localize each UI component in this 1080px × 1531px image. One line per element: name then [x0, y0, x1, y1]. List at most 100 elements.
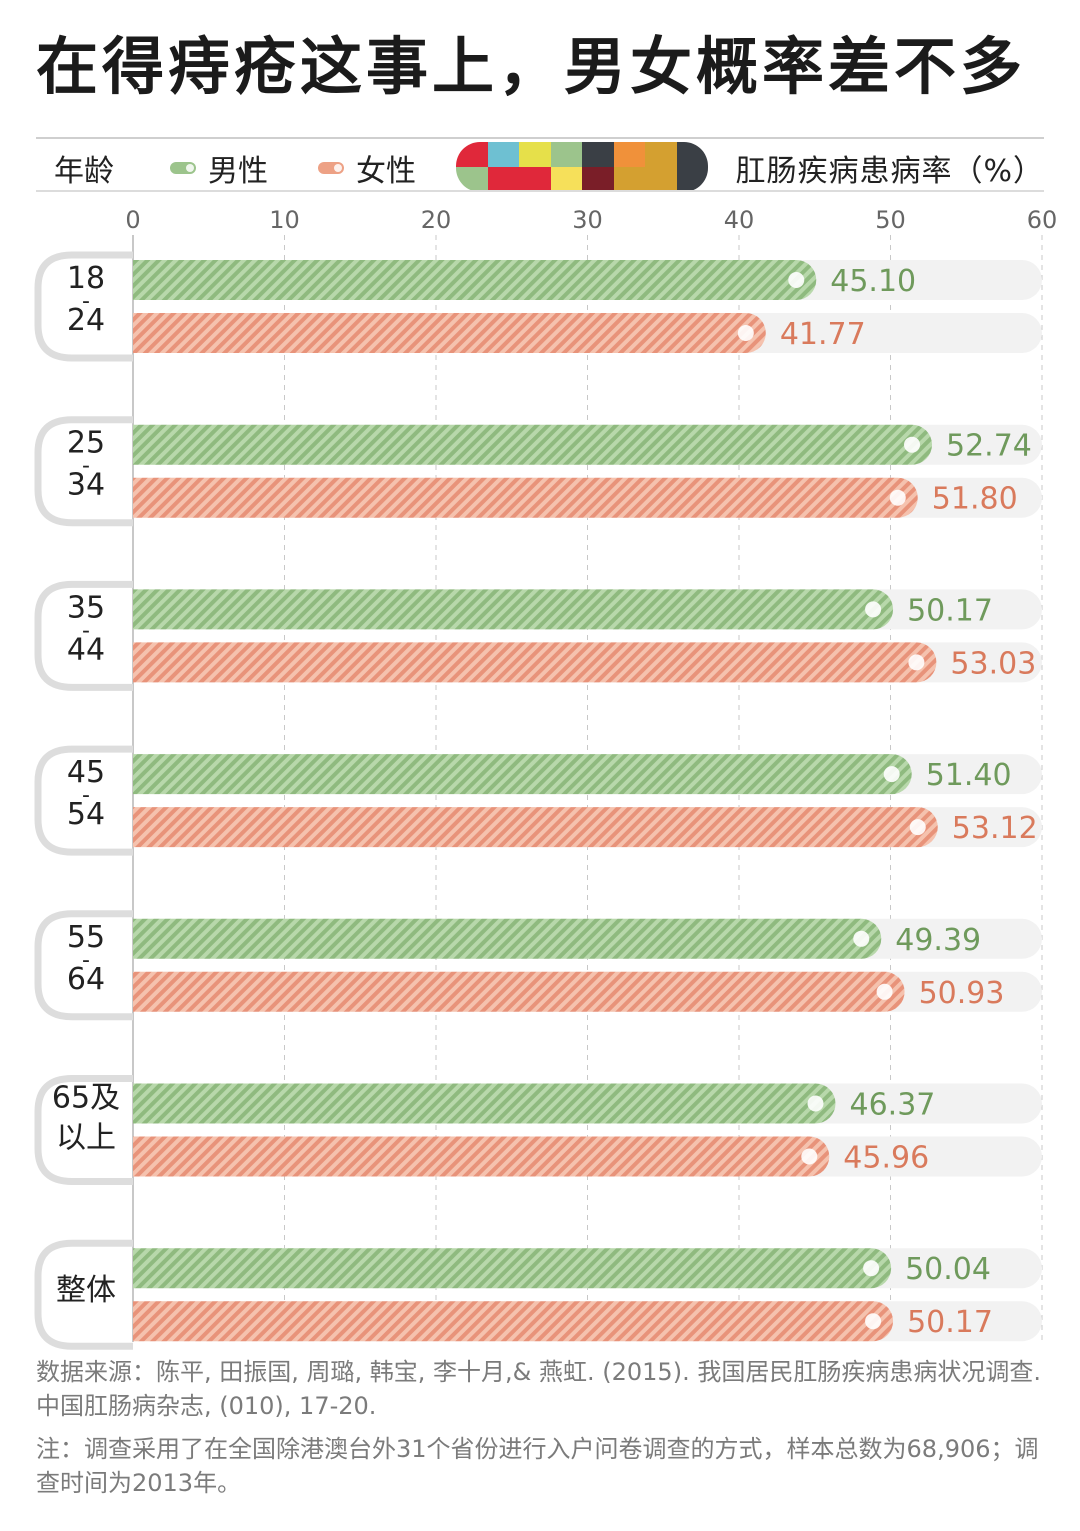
data-source-text: 数据来源：陈平, 田振国, 周璐, 韩宝, 李十月,& 燕虹. (2015). … [36, 1358, 1041, 1420]
female-bar [133, 1301, 894, 1342]
unit-axis-label: 肛肠疾病患病率（%） [735, 154, 1044, 189]
age-bracket [34, 580, 133, 691]
bar-end-dot [865, 601, 882, 618]
male-bar [133, 424, 933, 465]
legend-female: 女性 [318, 146, 416, 190]
logo-tile [550, 142, 582, 167]
legend-male-label: 男性 [208, 154, 268, 189]
age-category-label: 34 [67, 468, 105, 503]
female-value-label: 51.80 [932, 482, 1018, 517]
brand-logo-icon [456, 142, 708, 192]
logo-tile [519, 167, 551, 192]
male-value-label: 52.74 [946, 429, 1032, 464]
bar-end-dot [904, 436, 921, 453]
logo-tile [645, 142, 677, 167]
logo-tile [613, 167, 645, 192]
female-value-label: 45.96 [843, 1141, 929, 1176]
chart-header: 年龄 男性 女性 肛肠疾病患病率（%） [36, 140, 1044, 192]
logo-tile [645, 167, 677, 192]
female-value-label: 50.17 [907, 1305, 993, 1340]
x-tick-label: 30 [572, 206, 603, 234]
female-value-label: 50.93 [919, 976, 1005, 1011]
logo-tile [487, 142, 519, 167]
age-bracket [34, 416, 133, 527]
header-top-rule [36, 137, 1044, 139]
legend-female-swatch [318, 162, 344, 174]
male-value-label: 50.17 [907, 593, 993, 628]
age-category-label: 64 [67, 962, 105, 997]
male-value-label: 51.40 [926, 758, 1012, 793]
logo-tile [487, 167, 519, 192]
bar-end-dot [737, 325, 754, 341]
male-value-label: 45.10 [830, 264, 916, 299]
logo-tile [550, 167, 582, 192]
x-tick-label: 40 [724, 206, 755, 234]
male-value-label: 50.04 [905, 1252, 991, 1287]
logo-tile [613, 142, 645, 167]
age-category-label: - [82, 783, 90, 808]
page-title: 在得痔疮这事上，男女概率差不多 [36, 30, 1027, 103]
age-category-label: - [82, 454, 90, 479]
male-bar [133, 1248, 892, 1289]
logo-tile [456, 142, 488, 167]
logo-tile [582, 142, 614, 167]
male-bar [133, 754, 912, 795]
age-category-label: 44 [67, 632, 105, 667]
female-value-label: 41.77 [780, 317, 866, 352]
legend-male-swatch [170, 162, 196, 174]
female-bar [133, 971, 905, 1012]
female-bar [133, 477, 918, 518]
age-category-label: 整体 [56, 1273, 116, 1308]
bar-end-dot [788, 272, 805, 288]
header-bottom-rule [36, 190, 1044, 192]
male-bar [133, 1083, 836, 1124]
bar-end-dot [807, 1095, 824, 1112]
male-value-label: 49.39 [895, 923, 981, 958]
bar-end-dot [863, 1260, 880, 1277]
age-category-label: 54 [67, 797, 105, 832]
age-category-label: 45 [67, 755, 105, 790]
bar-end-dot [801, 1148, 818, 1165]
x-tick-label: 20 [421, 206, 452, 234]
age-category-label: - [82, 948, 90, 973]
male-value-label: 46.37 [850, 1088, 936, 1123]
age-category-label: - [82, 289, 90, 314]
female-bar [133, 1136, 830, 1177]
survey-note-text: 注：调查采用了在全国除港澳台外31个省份进行入户问卷调查的方式，样本总数为68,… [36, 1435, 1039, 1497]
bar-chart: 0 10 20 30 40 50 6018-2445.1041.7725-3452.7451… [34, 206, 1057, 1350]
age-bracket [34, 251, 133, 362]
female-value-label: 53.03 [950, 646, 1036, 681]
legend-female-label: 女性 [356, 154, 416, 189]
bar-end-dot [883, 766, 900, 783]
age-category-label: 35 [67, 590, 105, 625]
male-bar [133, 589, 894, 630]
age-category-label: 24 [67, 303, 105, 338]
age-category-label: 65及 [52, 1081, 120, 1116]
bar-end-dot [876, 983, 893, 1000]
bar-end-dot [889, 489, 906, 506]
female-value-label: 53.12 [952, 811, 1038, 846]
age-category-label: 25 [67, 426, 105, 461]
bar-end-dot [908, 654, 925, 671]
age-axis-label: 年龄 [54, 154, 114, 189]
age-category-label: 55 [67, 920, 105, 955]
logo-tile [456, 167, 488, 192]
logo-tile [519, 142, 551, 167]
logo-tile [676, 167, 708, 192]
age-category-label: 以上 [56, 1121, 116, 1156]
logo-tile [676, 142, 708, 167]
x-tick-label: 10 [269, 206, 300, 234]
logo-tile [582, 167, 614, 192]
x-tick-label: 50 [875, 206, 906, 234]
age-category-label: - [82, 618, 90, 643]
legend-male: 男性 [170, 146, 268, 190]
age-bracket [34, 1075, 133, 1185]
bar-end-dot [853, 930, 870, 947]
female-bar [133, 642, 937, 683]
age-bracket [34, 1239, 133, 1350]
bar-end-dot [909, 819, 926, 836]
female-bar [133, 313, 766, 353]
bar-end-dot [865, 1313, 882, 1330]
age-bracket [34, 745, 133, 856]
female-bar [133, 807, 938, 848]
